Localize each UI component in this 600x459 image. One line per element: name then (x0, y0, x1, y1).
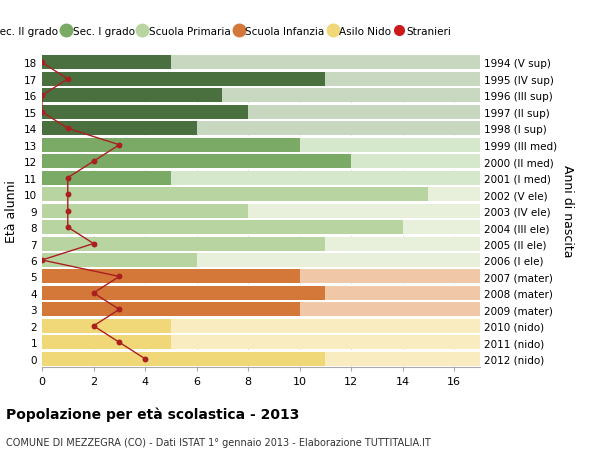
Bar (42, 171, 171, 185)
Point (63, 207, 73, 215)
Bar (42, 237, 480, 251)
Point (37, 257, 47, 264)
Bar (42, 89, 480, 103)
Bar (42, 155, 351, 169)
Point (37, 60, 47, 67)
Bar (42, 204, 480, 218)
Text: COMUNE DI MEZZEGRA (CO) - Dati ISTAT 1° gennaio 2013 - Elaborazione TUTTITALIA.I: COMUNE DI MEZZEGRA (CO) - Dati ISTAT 1° … (6, 437, 431, 447)
Bar (42, 122, 197, 136)
Point (63, 76, 73, 84)
Point (115, 142, 124, 149)
Bar (42, 336, 171, 350)
Bar (42, 221, 403, 235)
Bar (42, 253, 480, 268)
Bar (42, 319, 480, 333)
Y-axis label: Anni di nascita: Anni di nascita (561, 165, 574, 257)
Bar (42, 253, 197, 268)
Bar (42, 188, 480, 202)
Bar (42, 352, 325, 366)
Bar (42, 204, 248, 218)
Bar (42, 336, 480, 350)
Bar (42, 270, 480, 284)
Bar (42, 303, 299, 317)
Bar (42, 221, 480, 235)
Point (37, 92, 47, 100)
Bar (42, 106, 480, 119)
Bar (42, 139, 299, 152)
Bar (42, 56, 480, 70)
Bar (42, 286, 480, 300)
Point (115, 339, 124, 346)
Bar (42, 73, 325, 87)
Point (89, 323, 98, 330)
Point (115, 306, 124, 313)
Bar (42, 89, 223, 103)
Bar (42, 139, 480, 152)
Y-axis label: Età alunni: Età alunni (5, 180, 19, 242)
Point (89, 241, 98, 248)
Point (63, 174, 73, 182)
Bar (42, 56, 171, 70)
Point (115, 273, 124, 280)
Point (140, 355, 150, 363)
Point (63, 224, 73, 231)
Point (63, 191, 73, 198)
Bar (42, 155, 480, 169)
Bar (42, 73, 480, 87)
Legend: Sec. II grado, Sec. I grado, Scuola Primaria, Scuola Infanzia, Asilo Nido, Stran: Sec. II grado, Sec. I grado, Scuola Prim… (0, 23, 455, 41)
Bar (42, 270, 299, 284)
Point (89, 158, 98, 166)
Bar (42, 122, 480, 136)
Point (63, 125, 73, 133)
Bar (42, 237, 325, 251)
Bar (42, 106, 248, 119)
Point (37, 109, 47, 116)
Bar (42, 188, 428, 202)
Bar (42, 286, 325, 300)
Bar (42, 352, 480, 366)
Point (89, 290, 98, 297)
Bar (42, 171, 480, 185)
Text: Popolazione per età scolastica - 2013: Popolazione per età scolastica - 2013 (6, 406, 299, 421)
Bar (42, 319, 171, 333)
Bar (42, 303, 480, 317)
